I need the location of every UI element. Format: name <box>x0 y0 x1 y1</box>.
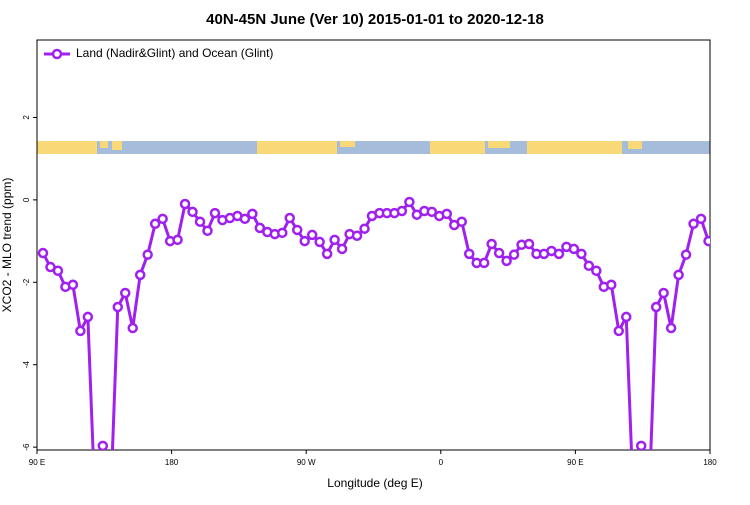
point <box>187 206 198 218</box>
point <box>239 213 251 225</box>
point <box>456 216 467 227</box>
point <box>52 265 64 277</box>
point <box>665 322 677 334</box>
point <box>172 234 183 246</box>
point <box>284 212 295 224</box>
y-tick-label: 2 <box>22 115 31 120</box>
y-axis-label: XCO2 - MLO trend (ppm) <box>0 178 14 313</box>
point <box>576 248 587 260</box>
point <box>112 301 124 313</box>
point <box>493 247 505 259</box>
x-tick-label: 90 E <box>567 458 583 467</box>
point <box>673 269 684 281</box>
point <box>591 265 602 277</box>
x-axis-label: Longitude (deg E) <box>327 476 422 490</box>
point <box>478 257 490 269</box>
point <box>404 196 415 208</box>
point <box>299 235 310 247</box>
point <box>291 224 303 236</box>
point <box>277 227 288 239</box>
point <box>359 223 370 234</box>
point <box>620 311 632 323</box>
point <box>202 225 213 237</box>
point <box>97 440 109 450</box>
plot-frame <box>36 39 711 451</box>
x-tick-label: 90 E <box>29 458 45 467</box>
point <box>179 198 191 210</box>
point <box>82 311 94 323</box>
x-tick-label: 180 <box>703 458 717 467</box>
point <box>329 234 340 246</box>
point <box>703 235 710 247</box>
point <box>508 249 520 260</box>
point <box>501 255 512 267</box>
point <box>149 218 161 230</box>
point <box>254 222 266 234</box>
point <box>523 238 535 250</box>
point <box>658 287 669 299</box>
y-tick-label: 0 <box>22 197 31 202</box>
point <box>321 248 333 260</box>
point <box>688 218 699 230</box>
point <box>583 260 595 272</box>
point <box>314 236 325 248</box>
land-ocean-strip <box>37 141 710 154</box>
legend-marker <box>51 48 63 60</box>
x-tick-label: 90 W <box>297 458 316 467</box>
point <box>650 301 662 313</box>
point <box>37 247 49 259</box>
point <box>463 248 475 260</box>
point <box>75 325 86 337</box>
point <box>635 440 647 450</box>
point <box>134 269 146 281</box>
x-tick-label: 0 <box>439 458 444 467</box>
legend-label: Land (Nadir&Glint) and Ocean (Glint) <box>76 46 273 60</box>
point <box>336 243 348 255</box>
point <box>194 216 206 227</box>
series <box>37 196 710 450</box>
line <box>41 199 710 450</box>
point <box>142 249 153 260</box>
point <box>119 287 131 299</box>
y-tick-label: -6 <box>22 443 31 451</box>
point <box>306 229 318 241</box>
chart-title: 40N-45N June (Ver 10) 2015-01-01 to 2020… <box>206 11 544 28</box>
point <box>441 208 453 220</box>
point <box>67 279 79 291</box>
x-tick-label: 180 <box>165 458 179 467</box>
point <box>568 243 580 255</box>
point <box>486 238 497 250</box>
point <box>157 213 168 225</box>
y-tick-label: -4 <box>22 361 31 369</box>
legend: Land (Nadir&Glint) and Ocean (Glint) <box>44 46 273 60</box>
point <box>396 205 408 217</box>
point <box>606 279 617 291</box>
point <box>351 230 363 241</box>
point <box>426 206 438 218</box>
point <box>695 213 707 225</box>
point <box>613 325 625 337</box>
point <box>553 248 565 260</box>
y-tick-label: -2 <box>22 278 31 286</box>
point <box>127 322 138 334</box>
point <box>680 249 692 260</box>
point <box>209 207 221 219</box>
point <box>247 208 258 220</box>
